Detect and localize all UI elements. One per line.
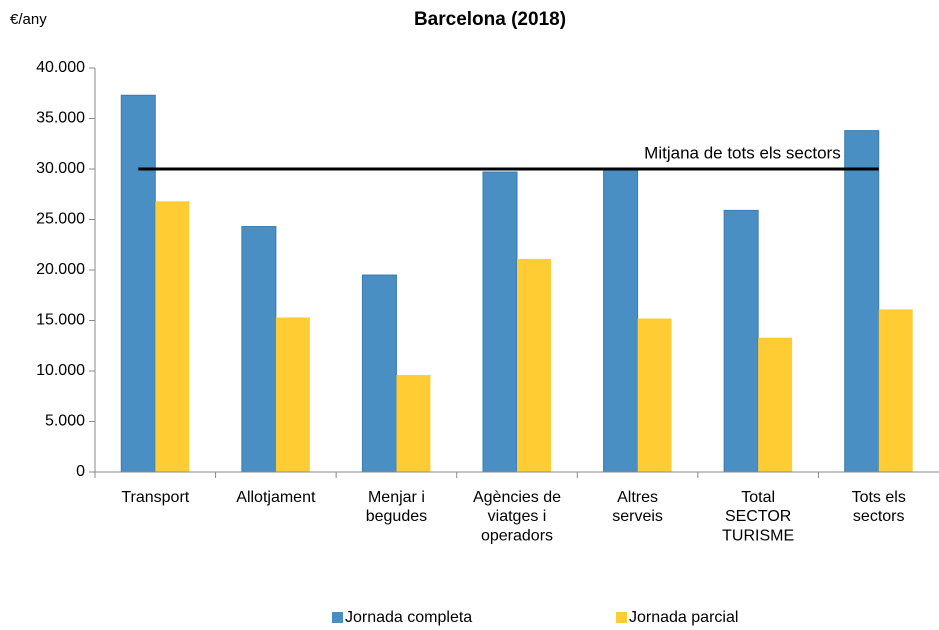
reference-label: Mitjana de tots els sectors — [644, 143, 841, 162]
x-tick-label: Total SECTOR TURISME — [722, 489, 794, 544]
x-tick-label: Tots els sectors — [852, 489, 906, 525]
y-tick-label: 35.000 — [36, 110, 85, 127]
bar — [241, 226, 277, 473]
chart-title: Barcelona (2018) — [414, 9, 566, 30]
y-tick-label: 10.000 — [36, 362, 85, 379]
bar — [275, 317, 310, 472]
legend-swatch — [616, 612, 627, 623]
y-tick-label: 0 — [76, 463, 85, 480]
bar — [723, 209, 759, 473]
bar — [603, 168, 639, 473]
bar — [361, 274, 397, 473]
y-axis-label: €/any — [10, 11, 47, 28]
y-tick-label: 20.000 — [36, 261, 85, 278]
bar — [120, 94, 156, 473]
legend-label: Jornada completa — [345, 609, 472, 626]
bar — [637, 318, 672, 472]
legend-label: Jornada parcial — [629, 609, 738, 626]
bar — [155, 201, 190, 472]
legend-swatch — [332, 612, 343, 623]
bar — [878, 309, 913, 472]
y-tick-label: 15.000 — [36, 312, 85, 329]
y-tick-label: 5.000 — [45, 413, 85, 430]
y-tick-label: 30.000 — [36, 160, 85, 177]
x-tick-label: Menjar i begudes — [366, 489, 427, 525]
y-tick-label: 40.000 — [36, 59, 85, 76]
x-tick-label: Altres serveis — [612, 489, 663, 525]
x-tick-label: Allotjament — [236, 489, 316, 506]
x-tick-label: Agències de viatges i operadors — [473, 489, 561, 544]
bar — [482, 171, 518, 473]
x-tick-label: Transport — [121, 489, 189, 506]
bar — [844, 130, 880, 473]
bar — [758, 337, 793, 472]
bar — [517, 258, 551, 472]
bar — [396, 375, 431, 472]
y-tick-label: 25.000 — [36, 211, 85, 228]
